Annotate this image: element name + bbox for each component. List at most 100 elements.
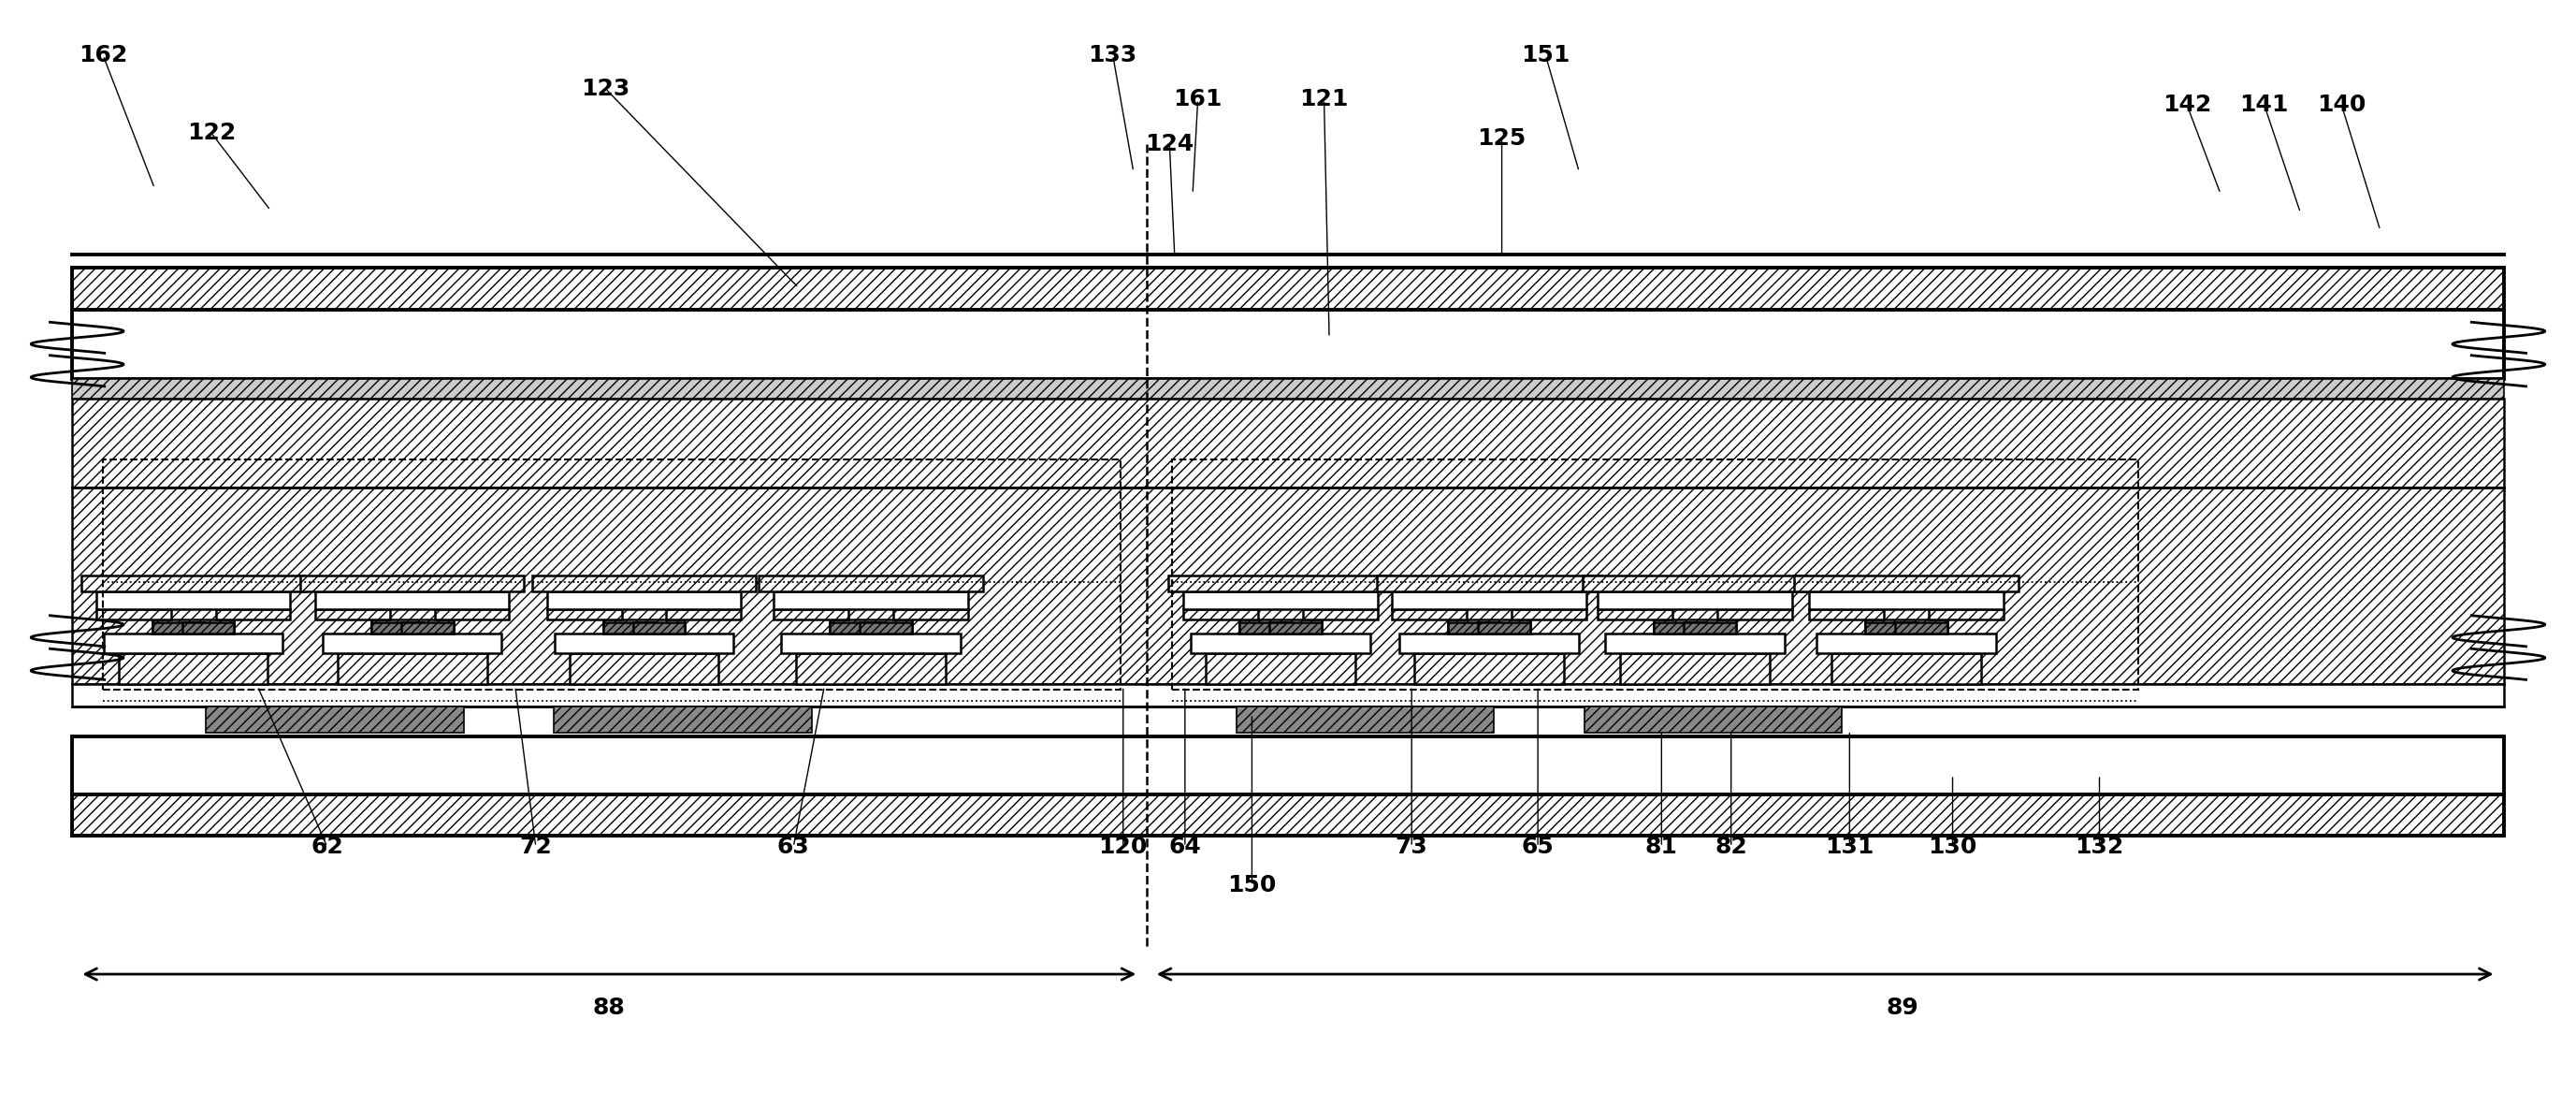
Bar: [1376, 576, 1600, 591]
Bar: [1808, 609, 1883, 620]
Bar: [829, 622, 881, 633]
Bar: [1865, 622, 1917, 633]
Bar: [72, 310, 2504, 379]
Bar: [1270, 622, 1321, 633]
Bar: [435, 609, 510, 620]
Bar: [1512, 609, 1587, 620]
Text: 151: 151: [1520, 44, 1571, 66]
Text: 130: 130: [1927, 836, 1978, 858]
Bar: [1303, 609, 1378, 620]
Bar: [634, 622, 685, 633]
Bar: [546, 591, 742, 609]
Bar: [95, 609, 170, 620]
Bar: [554, 633, 734, 653]
Bar: [72, 736, 2504, 795]
Bar: [1172, 459, 2138, 690]
Bar: [1448, 622, 1499, 633]
Text: 72: 72: [520, 836, 551, 858]
Bar: [1654, 620, 1736, 633]
Bar: [1718, 609, 1793, 620]
Bar: [1448, 620, 1530, 633]
Bar: [796, 653, 945, 684]
Bar: [1793, 576, 2020, 591]
Bar: [183, 622, 234, 633]
Bar: [1597, 591, 1793, 609]
Text: 125: 125: [1479, 127, 1525, 149]
Bar: [152, 622, 204, 633]
Text: 162: 162: [80, 44, 126, 66]
Bar: [371, 622, 422, 633]
Bar: [103, 633, 283, 653]
Text: 123: 123: [582, 77, 629, 100]
Bar: [1808, 591, 2004, 609]
Text: 140: 140: [2316, 94, 2367, 116]
Text: 82: 82: [1716, 836, 1747, 858]
Bar: [337, 653, 487, 684]
Bar: [773, 609, 848, 620]
Bar: [1654, 622, 1705, 633]
Bar: [1816, 633, 1996, 653]
Text: 133: 133: [1090, 44, 1136, 66]
Text: 88: 88: [592, 996, 626, 1018]
Bar: [1182, 609, 1257, 620]
Bar: [72, 379, 2504, 399]
Bar: [554, 706, 811, 733]
Bar: [72, 487, 2504, 684]
Bar: [603, 620, 685, 633]
Text: 81: 81: [1646, 836, 1677, 858]
Bar: [1239, 620, 1321, 633]
Bar: [72, 795, 2504, 836]
Bar: [1620, 653, 1770, 684]
Bar: [667, 609, 742, 620]
Bar: [781, 633, 961, 653]
Bar: [1182, 591, 1378, 609]
Bar: [773, 591, 969, 609]
Bar: [1236, 706, 1494, 733]
Bar: [371, 620, 453, 633]
Bar: [314, 591, 510, 609]
Text: 122: 122: [188, 122, 234, 144]
Bar: [1399, 633, 1579, 653]
Bar: [1206, 653, 1355, 684]
Bar: [1414, 653, 1564, 684]
Text: 64: 64: [1170, 836, 1200, 858]
Text: 131: 131: [1824, 836, 1875, 858]
Bar: [152, 620, 234, 633]
Bar: [95, 591, 291, 609]
Bar: [1170, 576, 1391, 591]
Text: 120: 120: [1097, 836, 1149, 858]
Bar: [216, 609, 291, 620]
Bar: [1584, 706, 1842, 733]
Bar: [72, 399, 2504, 487]
Text: 121: 121: [1298, 89, 1350, 111]
Bar: [829, 620, 912, 633]
Text: 62: 62: [312, 836, 343, 858]
Text: 150: 150: [1226, 875, 1278, 897]
Bar: [1190, 633, 1370, 653]
Text: 124: 124: [1146, 133, 1193, 155]
Bar: [1597, 609, 1672, 620]
Bar: [103, 459, 1121, 690]
Bar: [1929, 609, 2004, 620]
Bar: [314, 609, 389, 620]
Text: 132: 132: [2076, 836, 2123, 858]
Bar: [760, 576, 984, 591]
Bar: [1582, 576, 1808, 591]
Bar: [1391, 609, 1466, 620]
Bar: [72, 684, 2504, 706]
Bar: [603, 622, 654, 633]
Bar: [299, 576, 526, 591]
Text: 161: 161: [1172, 89, 1224, 111]
Bar: [569, 653, 719, 684]
Bar: [206, 706, 464, 733]
Bar: [546, 609, 621, 620]
Bar: [1479, 622, 1530, 633]
Bar: [1239, 622, 1291, 633]
Bar: [402, 622, 453, 633]
Text: 65: 65: [1522, 836, 1553, 858]
Bar: [1391, 591, 1587, 609]
Text: 89: 89: [1886, 996, 1919, 1018]
Text: 141: 141: [2239, 94, 2290, 116]
Bar: [1865, 620, 1947, 633]
Bar: [1832, 653, 1981, 684]
